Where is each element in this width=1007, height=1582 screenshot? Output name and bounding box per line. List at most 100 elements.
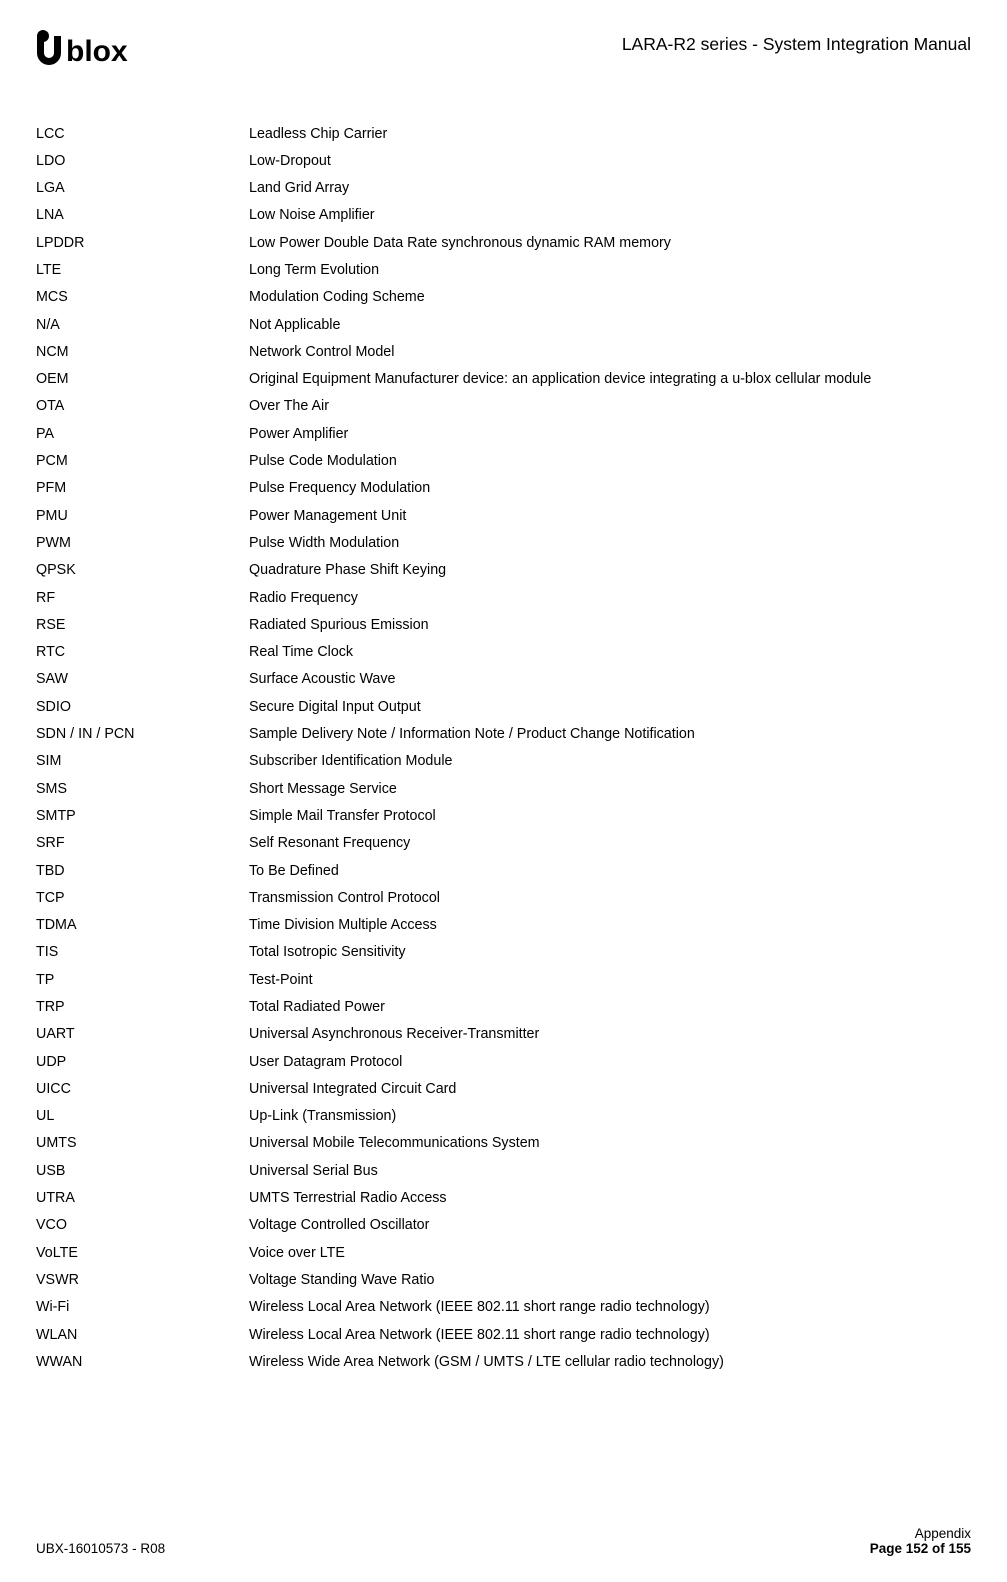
glossary-row: UTRAUMTS Terrestrial Radio Access (36, 1185, 971, 1212)
abbr-cell: OTA (36, 399, 249, 413)
glossary-row: PFMPulse Frequency Modulation (36, 475, 971, 502)
abbr-cell: TRP (36, 1000, 249, 1014)
glossary-row: WLANWireless Local Area Network (IEEE 80… (36, 1321, 971, 1348)
definition-cell: Voice over LTE (249, 1246, 971, 1260)
glossary-row: Wi-FiWireless Local Area Network (IEEE 8… (36, 1294, 971, 1321)
definition-cell: Self Resonant Frequency (249, 836, 971, 850)
definition-cell: Leadless Chip Carrier (249, 127, 971, 141)
definition-cell: Universal Mobile Telecommunications Syst… (249, 1136, 971, 1150)
definition-cell: To Be Defined (249, 864, 971, 878)
definition-cell: Universal Integrated Circuit Card (249, 1082, 971, 1096)
definition-cell: Land Grid Array (249, 181, 971, 195)
definition-cell: Radio Frequency (249, 591, 971, 605)
definition-cell: Pulse Code Modulation (249, 454, 971, 468)
glossary-row: OEMOriginal Equipment Manufacturer devic… (36, 366, 971, 393)
abbr-cell: SMTP (36, 809, 249, 823)
glossary-row: PCMPulse Code Modulation (36, 448, 971, 475)
abbr-cell: SMS (36, 782, 249, 796)
abbr-cell: UICC (36, 1082, 249, 1096)
abbr-cell: WLAN (36, 1328, 249, 1342)
abbr-cell: OEM (36, 372, 249, 386)
glossary-row: TRPTotal Radiated Power (36, 994, 971, 1021)
abbr-cell: TBD (36, 864, 249, 878)
definition-cell: Sample Delivery Note / Information Note … (249, 727, 971, 741)
definition-cell: Power Amplifier (249, 427, 971, 441)
definition-cell: Surface Acoustic Wave (249, 672, 971, 686)
abbr-cell: UL (36, 1109, 249, 1123)
abbr-cell: UART (36, 1027, 249, 1041)
definition-cell: Low Power Double Data Rate synchronous d… (249, 236, 971, 250)
glossary-row: ULUp-Link (Transmission) (36, 1103, 971, 1130)
definition-cell: Total Radiated Power (249, 1000, 971, 1014)
abbr-cell: WWAN (36, 1355, 249, 1369)
abbr-cell: RTC (36, 645, 249, 659)
definition-cell: Over The Air (249, 399, 971, 413)
glossary-row: LTELong Term Evolution (36, 256, 971, 283)
glossary-table: LCCLeadless Chip CarrierLDOLow-DropoutLG… (36, 120, 971, 1376)
glossary-row: LPDDRLow Power Double Data Rate synchron… (36, 229, 971, 256)
abbr-cell: MCS (36, 290, 249, 304)
abbr-cell: UMTS (36, 1136, 249, 1150)
glossary-row: SIMSubscriber Identification Module (36, 748, 971, 775)
ublox-logo-icon: blox (36, 28, 148, 72)
abbr-cell: PFM (36, 481, 249, 495)
glossary-row: QPSKQuadrature Phase Shift Keying (36, 557, 971, 584)
glossary-row: LDOLow-Dropout (36, 147, 971, 174)
glossary-row: SAWSurface Acoustic Wave (36, 666, 971, 693)
definition-cell: Modulation Coding Scheme (249, 290, 971, 304)
definition-cell: Voltage Standing Wave Ratio (249, 1273, 971, 1287)
definition-cell: Short Message Service (249, 782, 971, 796)
abbr-cell: LDO (36, 154, 249, 168)
abbr-cell: VoLTE (36, 1246, 249, 1260)
abbr-cell: TCP (36, 891, 249, 905)
glossary-row: TPTest-Point (36, 966, 971, 993)
glossary-row: VCOVoltage Controlled Oscillator (36, 1212, 971, 1239)
definition-cell: Test-Point (249, 973, 971, 987)
abbr-cell: RSE (36, 618, 249, 632)
definition-cell: Universal Serial Bus (249, 1164, 971, 1178)
glossary-row: RSERadiated Spurious Emission (36, 611, 971, 638)
glossary-row: SDN / IN / PCNSample Delivery Note / Inf… (36, 721, 971, 748)
definition-cell: Wireless Local Area Network (IEEE 802.11… (249, 1300, 971, 1314)
footer-right: Appendix Page 152 of 155 (870, 1526, 971, 1556)
page-header: blox LARA-R2 series - System Integration… (36, 28, 971, 72)
page-footer: UBX-16010573 - R08 Appendix Page 152 of … (36, 1526, 971, 1556)
footer-doc-ref: UBX-16010573 - R08 (36, 1541, 165, 1556)
abbr-cell: LTE (36, 263, 249, 277)
abbr-cell: SIM (36, 754, 249, 768)
abbr-cell: VCO (36, 1218, 249, 1232)
abbr-cell: LPDDR (36, 236, 249, 250)
abbr-cell: PA (36, 427, 249, 441)
document-title: LARA-R2 series - System Integration Manu… (622, 34, 971, 55)
glossary-row: OTAOver The Air (36, 393, 971, 420)
abbr-cell: PWM (36, 536, 249, 550)
logo-text: blox (66, 35, 128, 68)
definition-cell: Long Term Evolution (249, 263, 971, 277)
abbr-cell: LGA (36, 181, 249, 195)
glossary-row: VSWRVoltage Standing Wave Ratio (36, 1266, 971, 1293)
glossary-row: SMSShort Message Service (36, 775, 971, 802)
abbr-cell: TDMA (36, 918, 249, 932)
abbr-cell: N/A (36, 318, 249, 332)
glossary-row: NCMNetwork Control Model (36, 338, 971, 365)
definition-cell: Pulse Frequency Modulation (249, 481, 971, 495)
ublox-logo: blox (36, 28, 148, 72)
definition-cell: Universal Asynchronous Receiver-Transmit… (249, 1027, 971, 1041)
abbr-cell: UTRA (36, 1191, 249, 1205)
abbr-cell: LNA (36, 208, 249, 222)
abbr-cell: RF (36, 591, 249, 605)
glossary-row: LGALand Grid Array (36, 175, 971, 202)
glossary-row: RFRadio Frequency (36, 584, 971, 611)
glossary-row: SDIOSecure Digital Input Output (36, 693, 971, 720)
abbr-cell: LCC (36, 127, 249, 141)
abbr-cell: SAW (36, 672, 249, 686)
glossary-row: LNALow Noise Amplifier (36, 202, 971, 229)
definition-cell: Voltage Controlled Oscillator (249, 1218, 971, 1232)
glossary-row: TBDTo Be Defined (36, 857, 971, 884)
glossary-row: TCPTransmission Control Protocol (36, 884, 971, 911)
definition-cell: Wireless Local Area Network (IEEE 802.11… (249, 1328, 971, 1342)
glossary-row: PWMPulse Width Modulation (36, 529, 971, 556)
glossary-row: WWANWireless Wide Area Network (GSM / UM… (36, 1348, 971, 1375)
definition-cell: User Datagram Protocol (249, 1055, 971, 1069)
definition-cell: Simple Mail Transfer Protocol (249, 809, 971, 823)
